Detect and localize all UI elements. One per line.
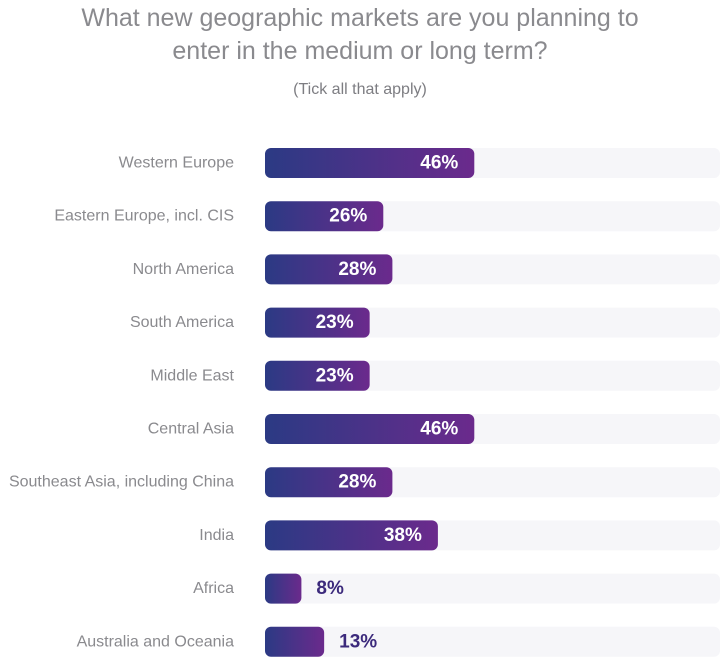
bar-track — [265, 573, 720, 604]
bar-track — [265, 307, 720, 338]
category-label: Eastern Europe, incl. CIS — [54, 208, 234, 225]
bar-row: Australia and Oceania 13% — [77, 626, 720, 657]
bar — [265, 414, 475, 444]
bar-row: South America 23% — [130, 307, 720, 338]
category-label: South America — [130, 314, 234, 331]
bar-row: Africa 8% — [193, 573, 720, 604]
value-label: 23% — [316, 312, 354, 333]
value-label: 8% — [316, 578, 344, 599]
bar — [265, 148, 475, 178]
bar-row: Southeast Asia, including China 28% — [9, 467, 720, 498]
bar — [265, 254, 393, 285]
value-label: 38% — [384, 525, 422, 546]
category-label: Africa — [193, 580, 234, 597]
category-label: Western Europe — [119, 155, 234, 172]
chart-title-line-1: What new geographic markets are you plan… — [81, 4, 639, 32]
chart-title: What new geographic markets are you plan… — [0, 2, 720, 68]
bar-row: Eastern Europe, incl. CIS 26% — [54, 201, 720, 232]
value-label: 28% — [338, 259, 376, 280]
bar-row: Western Europe 46% — [119, 148, 720, 178]
value-label: 13% — [339, 631, 377, 652]
value-label: 28% — [338, 472, 376, 493]
bar-row: Central Asia 46% — [148, 414, 720, 444]
bar — [265, 307, 370, 338]
bar — [265, 520, 438, 551]
value-label: 26% — [329, 206, 367, 227]
category-label: Australia and Oceania — [77, 633, 235, 650]
bar-row: India 38% — [199, 520, 720, 551]
category-label: North America — [133, 261, 234, 278]
bar — [265, 201, 384, 232]
bar-track — [265, 626, 720, 657]
bar-track — [265, 360, 720, 391]
bar-row: Middle East 23% — [150, 360, 720, 391]
bar — [265, 573, 302, 604]
chart-subtitle: (Tick all that apply) — [293, 81, 427, 98]
category-label: India — [199, 527, 234, 544]
bar — [265, 467, 393, 498]
bar-row: North America 28% — [133, 254, 720, 285]
value-label: 46% — [420, 419, 458, 440]
bar — [265, 626, 325, 657]
bar — [265, 360, 370, 391]
value-label: 46% — [420, 153, 458, 174]
value-label: 23% — [316, 365, 354, 386]
category-label: Central Asia — [148, 421, 234, 438]
category-label: Middle East — [150, 367, 234, 384]
category-label: Southeast Asia, including China — [9, 474, 234, 491]
chart-title-line-2: enter in the medium or long term? — [172, 37, 548, 65]
